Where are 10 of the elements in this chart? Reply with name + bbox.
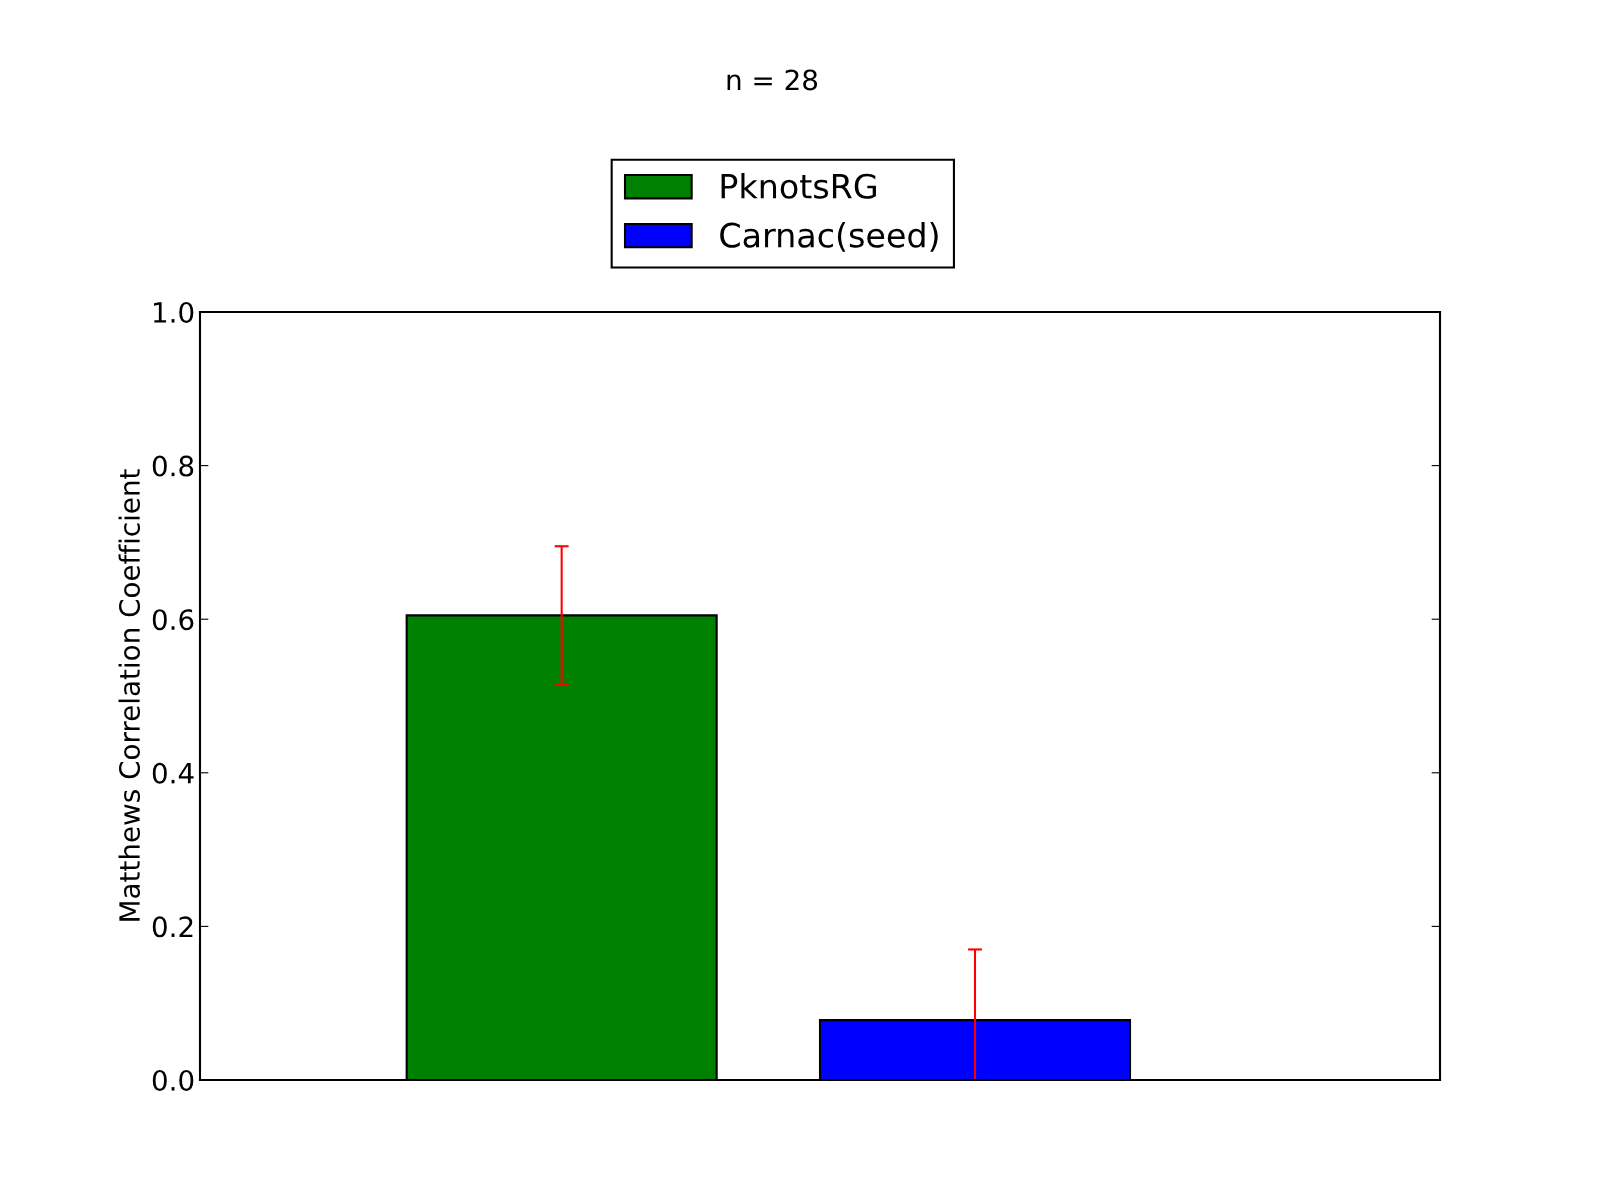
legend-label: PknotsRG [721,173,876,199]
y-tick-label: 1.0 [154,301,194,323]
legend-label: Carnac(seed) [720,221,938,252]
y-tick-label: 0.8 [152,455,194,477]
y-tick-label: 0.6 [152,609,194,631]
y-tick-label: 0.0 [152,1069,194,1091]
chart-title: n = 28 [727,69,818,91]
y-axis-title: Matthews Correlation Coefficient [118,469,141,921]
y-tick-label: 0.2 [152,916,193,938]
y-tick-label: 0.4 [152,762,194,784]
